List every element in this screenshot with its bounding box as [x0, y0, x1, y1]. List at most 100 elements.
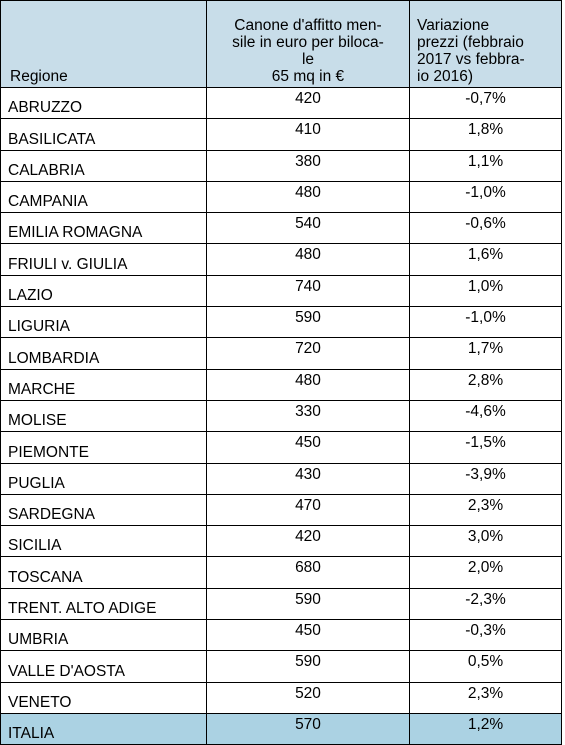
region-cell: SARDEGNA: [0, 493, 207, 527]
change-cell: -3,9%: [409, 462, 562, 495]
total-rent-cell: 570: [206, 712, 410, 745]
change-cell: -0,6%: [409, 212, 562, 245]
region-cell: TRENT. ALTO ADIGE: [0, 587, 207, 621]
table-row: CALABRIA 380 1,1%: [0, 149, 562, 182]
region-cell: EMILIA ROMAGNA: [0, 212, 207, 245]
header-rent-line: le: [301, 51, 315, 68]
table-row: CAMPANIA 480 -1,0%: [0, 180, 562, 214]
header-change-line: prezzi (febbraio: [417, 34, 524, 51]
region-cell: TOSCANA: [0, 556, 207, 589]
region-cell: LOMBARDIA: [0, 337, 207, 370]
table-row: BASILICATA 410 1,8%: [0, 118, 562, 151]
rent-cell: 410: [206, 118, 410, 151]
rent-cell: 590: [206, 650, 410, 683]
region-cell: SICILIA: [0, 525, 207, 558]
table-row: VALLE D'AOSTA 590 0,5%: [0, 650, 562, 683]
change-cell: 2,8%: [409, 368, 562, 401]
table-row: ABRUZZO 420 -0,7%: [0, 86, 562, 120]
header-row: Regione Canone d'affitto men- sile in eu…: [0, 0, 562, 88]
total-change-cell: 1,2%: [409, 712, 562, 745]
rent-cell: 540: [206, 212, 410, 245]
region-cell: FRIULI v. GIULIA: [0, 243, 207, 276]
table-row: LOMBARDIA 720 1,7%: [0, 337, 562, 370]
region-cell: PIEMONTE: [0, 431, 207, 464]
table-row: LIGURIA 590 -1,0%: [0, 306, 562, 339]
rent-cell: 470: [206, 493, 410, 527]
header-change-line: Variazione: [417, 17, 490, 34]
rent-cell: 590: [206, 587, 410, 621]
table-row: MARCHE 480 2,8%: [0, 368, 562, 401]
change-cell: -1,0%: [409, 180, 562, 214]
change-cell: 1,8%: [409, 118, 562, 151]
table-row: EMILIA ROMAGNA 540 -0,6%: [0, 212, 562, 245]
table-row: PIEMONTE 450 -1,5%: [0, 431, 562, 464]
change-cell: 2,3%: [409, 681, 562, 714]
region-cell: MOLISE: [0, 399, 207, 433]
region-cell: BASILICATA: [0, 118, 207, 151]
change-cell: -0,3%: [409, 619, 562, 652]
change-cell: -4,6%: [409, 399, 562, 433]
rent-cell: 480: [206, 243, 410, 276]
table-row: SARDEGNA 470 2,3%: [0, 493, 562, 527]
table-row: LAZIO 740 1,0%: [0, 274, 562, 308]
rent-cell: 450: [206, 619, 410, 652]
table-row: SICILIA 420 3,0%: [0, 525, 562, 558]
header-rent-line: Canone d'affitto men-: [234, 17, 382, 34]
rent-cell: 720: [206, 337, 410, 370]
change-cell: 3,0%: [409, 525, 562, 558]
header-rent-line: 65 mq in €: [271, 68, 345, 85]
table-row: MOLISE 330 -4,6%: [0, 399, 562, 433]
change-cell: 1,6%: [409, 243, 562, 276]
region-cell: VALLE D'AOSTA: [0, 650, 207, 683]
table-row: FRIULI v. GIULIA 480 1,6%: [0, 243, 562, 276]
change-cell: -2,3%: [409, 587, 562, 621]
change-cell: 1,0%: [409, 274, 562, 308]
total-row: ITALIA 570 1,2%: [0, 712, 562, 745]
rent-cell: 450: [206, 431, 410, 464]
rent-cell: 480: [206, 368, 410, 401]
rent-cell: 330: [206, 399, 410, 433]
header-change-line: io 2016): [417, 68, 474, 85]
rent-cell: 430: [206, 462, 410, 495]
region-cell: MARCHE: [0, 368, 207, 401]
table-row: UMBRIA 450 -0,3%: [0, 619, 562, 652]
change-cell: 2,0%: [409, 556, 562, 589]
table-row: VENETO 520 2,3%: [0, 681, 562, 714]
change-cell: 2,3%: [409, 493, 562, 527]
table-row: PUGLIA 430 -3,9%: [0, 462, 562, 495]
rent-cell: 420: [206, 86, 410, 120]
region-cell: VENETO: [0, 681, 207, 714]
table-row: TRENT. ALTO ADIGE 590 -2,3%: [0, 587, 562, 621]
region-cell: LAZIO: [0, 274, 207, 308]
change-cell: -0,7%: [409, 86, 562, 120]
header-rent-line: sile in euro per biloca-: [232, 34, 384, 51]
table-header: Regione Canone d'affitto men- sile in eu…: [0, 0, 562, 88]
rent-cell: 740: [206, 274, 410, 308]
region-cell: ABRUZZO: [0, 86, 207, 120]
rent-cell: 380: [206, 149, 410, 182]
change-cell: 0,5%: [409, 650, 562, 683]
header-change-line: 2017 vs febbra-: [417, 51, 525, 68]
change-cell: 1,1%: [409, 149, 562, 182]
region-cell: UMBRIA: [0, 619, 207, 652]
table-total: ITALIA 570 1,2%: [0, 712, 562, 745]
total-region-cell: ITALIA: [0, 712, 207, 745]
region-cell: CAMPANIA: [0, 180, 207, 214]
rent-cell: 480: [206, 180, 410, 214]
header-region: Regione: [0, 0, 207, 88]
change-cell: 1,7%: [409, 337, 562, 370]
header-rent: Canone d'affitto men- sile in euro per b…: [206, 0, 410, 88]
rent-cell: 680: [206, 556, 410, 589]
region-cell: PUGLIA: [0, 462, 207, 495]
table-body: ABRUZZO 420 -0,7% BASILICATA 410 1,8% CALABR…: [0, 86, 562, 714]
header-change: Variazione prezzi (febbraio 2017 vs febb…: [409, 0, 562, 88]
change-cell: -1,0%: [409, 306, 562, 339]
region-cell: CALABRIA: [0, 149, 207, 182]
rent-cell: 590: [206, 306, 410, 339]
region-cell: LIGURIA: [0, 306, 207, 339]
rent-cell: 420: [206, 525, 410, 558]
change-cell: -1,5%: [409, 431, 562, 464]
table-row: TOSCANA 680 2,0%: [0, 556, 562, 589]
rent-cell: 520: [206, 681, 410, 714]
